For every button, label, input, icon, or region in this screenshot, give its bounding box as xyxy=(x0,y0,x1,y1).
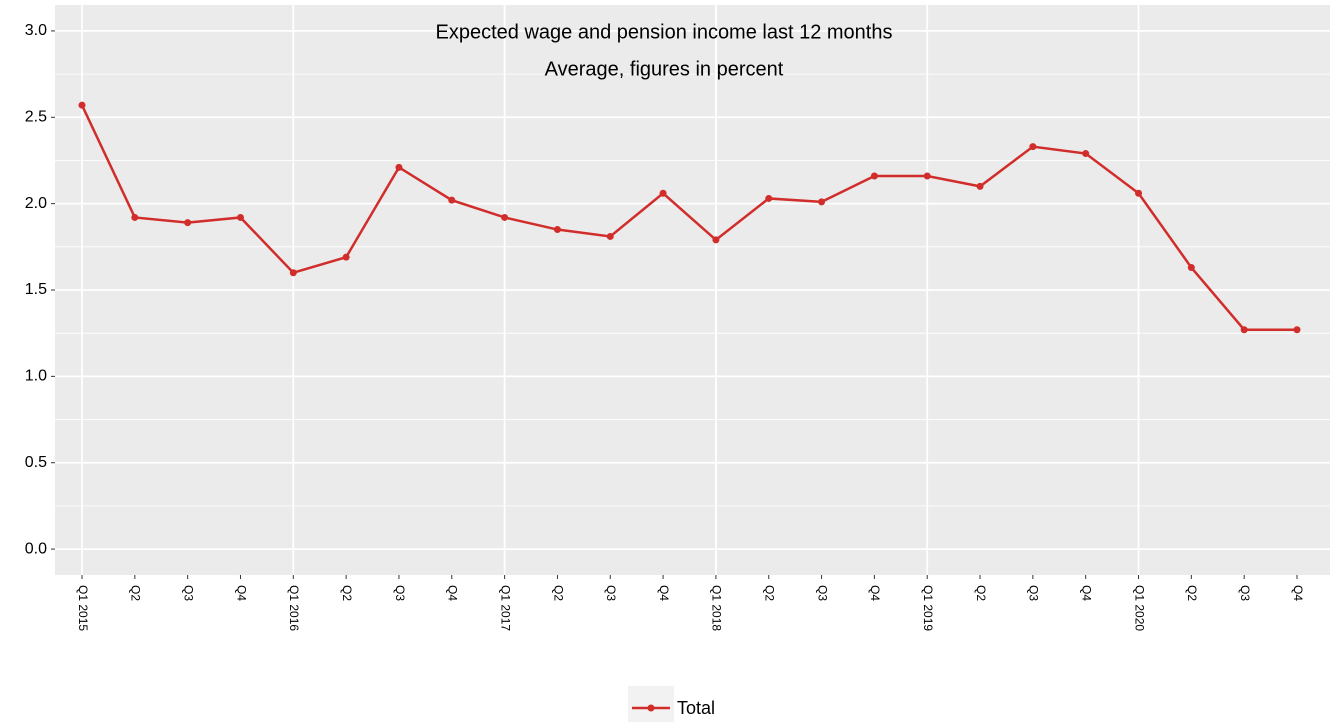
x-tick-label: Q3 xyxy=(815,585,829,601)
y-tick-label: 0.0 xyxy=(25,540,47,557)
data-point xyxy=(289,269,297,277)
data-point xyxy=(1029,143,1037,151)
x-tick-label: Q1 2020 xyxy=(1132,585,1146,631)
data-point xyxy=(501,213,509,221)
data-point xyxy=(976,182,984,190)
data-point xyxy=(553,226,561,234)
x-tick-label: Q1 2019 xyxy=(921,585,935,631)
x-tick-label: Q1 2016 xyxy=(287,585,301,631)
data-point xyxy=(1082,150,1090,158)
chart-title: Expected wage and pension income last 12… xyxy=(436,21,893,43)
y-tick-label: 1.0 xyxy=(25,368,47,385)
data-point xyxy=(818,198,826,206)
y-tick-label: 1.5 xyxy=(25,281,47,298)
legend-dot xyxy=(647,704,655,712)
data-point xyxy=(923,172,931,180)
data-point xyxy=(606,232,614,240)
data-point xyxy=(131,213,139,221)
x-tick-label: Q2 xyxy=(974,585,988,601)
y-tick-label: 2.5 xyxy=(25,108,47,125)
series-line xyxy=(80,104,1297,331)
x-tick-label: Q3 xyxy=(181,585,195,601)
y-tick-label: 0.5 xyxy=(25,454,47,471)
x-tick-label: Q2 xyxy=(129,585,143,601)
data-point xyxy=(184,219,192,227)
x-tick-label: Q1 2017 xyxy=(498,585,512,631)
data-point xyxy=(1135,189,1143,197)
data-point xyxy=(448,196,456,204)
x-tick-label: Q2 xyxy=(551,585,565,601)
data-point xyxy=(1293,326,1301,334)
legend-key xyxy=(628,686,674,722)
x-tick-label: Q4 xyxy=(446,585,460,601)
marks xyxy=(78,101,1301,334)
data-point xyxy=(870,172,878,180)
data-point xyxy=(712,236,720,244)
x-tick-label: Q1 2015 xyxy=(76,585,90,631)
x-tick-label: Q3 xyxy=(393,585,407,601)
x-tick-label: Q3 xyxy=(1238,585,1252,601)
data-point xyxy=(1240,326,1248,334)
x-tick-label: Q4 xyxy=(868,585,882,601)
x-tick-label: Q4 xyxy=(1291,585,1305,601)
x-tick-label: Q3 xyxy=(604,585,618,601)
grid xyxy=(55,5,1330,575)
y-tick-label: 3.0 xyxy=(25,22,47,39)
data-point xyxy=(236,213,244,221)
data-point xyxy=(1187,264,1195,272)
x-tick-label: Q2 xyxy=(763,585,777,601)
data-point xyxy=(342,253,350,261)
data-point xyxy=(659,189,667,197)
y-tick-label: 2.0 xyxy=(25,195,47,212)
data-point xyxy=(395,163,403,171)
legend-label: Total xyxy=(677,698,715,718)
data-point xyxy=(78,101,86,109)
x-tick-label: Q2 xyxy=(340,585,354,601)
x-tick-label: Q1 2018 xyxy=(710,585,724,631)
x-tick-label: Q4 xyxy=(657,585,671,601)
x-tick-label: Q4 xyxy=(1080,585,1094,601)
x-tick-label: Q3 xyxy=(1027,585,1041,601)
x-tick-label: Q4 xyxy=(234,585,248,601)
data-point xyxy=(765,194,773,202)
chart-subtitle: Average, figures in percent xyxy=(545,58,784,80)
x-tick-label: Q2 xyxy=(1185,585,1199,601)
